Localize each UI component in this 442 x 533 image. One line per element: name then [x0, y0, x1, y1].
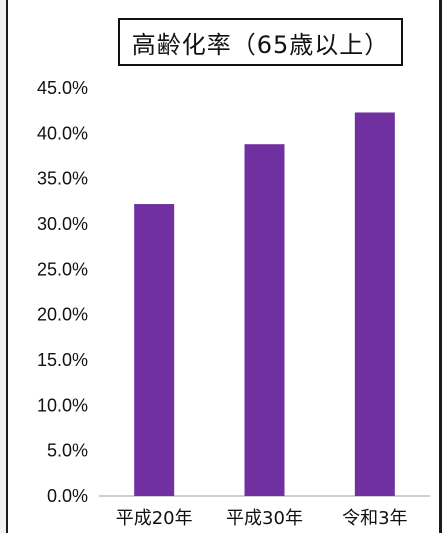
left-border [0, 0, 8, 533]
y-tick-label: 10.0% [37, 395, 88, 415]
bar [244, 144, 285, 497]
bars [134, 112, 395, 497]
y-tick-label: 40.0% [37, 123, 88, 143]
y-tick-label: 35.0% [37, 169, 88, 189]
y-axis-ticks: 0.0% 5.0% 10.0% 15.0% 20.0% 25.0% 30.0% 35.0% 40… [37, 78, 88, 506]
y-tick-label: 20.0% [37, 305, 88, 325]
x-category-label: 令和3年 [342, 508, 407, 529]
bar [134, 204, 175, 496]
x-axis-categories: 平成20年 平成30年 令和3年 [116, 508, 408, 529]
chart-title: 高齢化率（65歳以上） [118, 18, 403, 66]
y-tick-label: 25.0% [37, 259, 88, 279]
right-border [439, 0, 442, 533]
y-tick-label: 30.0% [37, 214, 88, 234]
y-tick-label: 5.0% [47, 441, 88, 461]
y-tick-label: 45.0% [37, 78, 88, 98]
y-tick-label: 15.0% [37, 350, 88, 370]
x-category-label: 平成20年 [116, 508, 193, 529]
x-category-label: 平成30年 [226, 508, 303, 529]
y-tick-label: 0.0% [47, 486, 88, 506]
bar [354, 112, 395, 496]
